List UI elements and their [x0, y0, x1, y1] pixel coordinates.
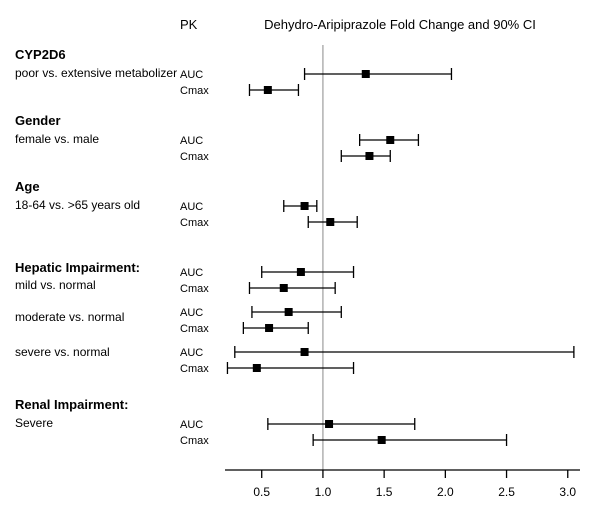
- x-tick-label: 1.5: [376, 485, 393, 499]
- point-marker: [325, 420, 333, 428]
- sub-label: Severe: [15, 416, 53, 430]
- pk-label: AUC: [180, 347, 203, 359]
- pk-label: AUC: [180, 201, 203, 213]
- forest-plot: PK Dehydro-Aripiprazole Fold Change and 9…: [0, 0, 607, 520]
- x-tick-label: 2.5: [498, 485, 515, 499]
- group-label: Hepatic Impairment:: [15, 260, 140, 275]
- chart-title: Dehydro-Aripiprazole Fold Change and 90%…: [264, 17, 536, 32]
- point-marker: [265, 324, 273, 332]
- x-tick-label: 0.5: [253, 485, 270, 499]
- point-marker: [280, 284, 288, 292]
- group-label: Gender: [15, 113, 61, 128]
- pk-label: Cmax: [180, 217, 209, 229]
- sub-label: female vs. male: [15, 132, 99, 146]
- sub-label: 18-64 vs. >65 years old: [15, 198, 140, 212]
- pk-label: AUC: [180, 419, 203, 431]
- pk-label: Cmax: [180, 151, 209, 163]
- group-label: Age: [15, 179, 40, 194]
- point-marker: [297, 268, 305, 276]
- pk-label: Cmax: [180, 363, 209, 375]
- point-marker: [264, 86, 272, 94]
- sub-label: severe vs. normal: [15, 345, 110, 359]
- point-marker: [301, 202, 309, 210]
- pk-label: Cmax: [180, 435, 209, 447]
- point-marker: [285, 308, 293, 316]
- sub-label: poor vs. extensive metabolizer: [15, 66, 177, 80]
- pk-label: AUC: [180, 307, 203, 319]
- point-marker: [326, 218, 334, 226]
- sub-label: mild vs. normal: [15, 278, 96, 292]
- x-tick-label: 2.0: [437, 485, 454, 499]
- pk-label: Cmax: [180, 283, 209, 295]
- point-marker: [386, 136, 394, 144]
- point-marker: [365, 152, 373, 160]
- sub-label: moderate vs. normal: [15, 310, 124, 324]
- pk-label: AUC: [180, 267, 203, 279]
- pk-label: Cmax: [180, 323, 209, 335]
- group-label: Renal Impairment:: [15, 397, 128, 412]
- point-marker: [253, 364, 261, 372]
- point-marker: [362, 70, 370, 78]
- pk-label: AUC: [180, 69, 203, 81]
- point-marker: [378, 436, 386, 444]
- pk-label: Cmax: [180, 85, 209, 97]
- x-tick-label: 3.0: [559, 485, 576, 499]
- pk-header: PK: [180, 17, 198, 32]
- group-label: CYP2D6: [15, 47, 66, 62]
- pk-label: AUC: [180, 135, 203, 147]
- point-marker: [301, 348, 309, 356]
- x-tick-label: 1.0: [315, 485, 332, 499]
